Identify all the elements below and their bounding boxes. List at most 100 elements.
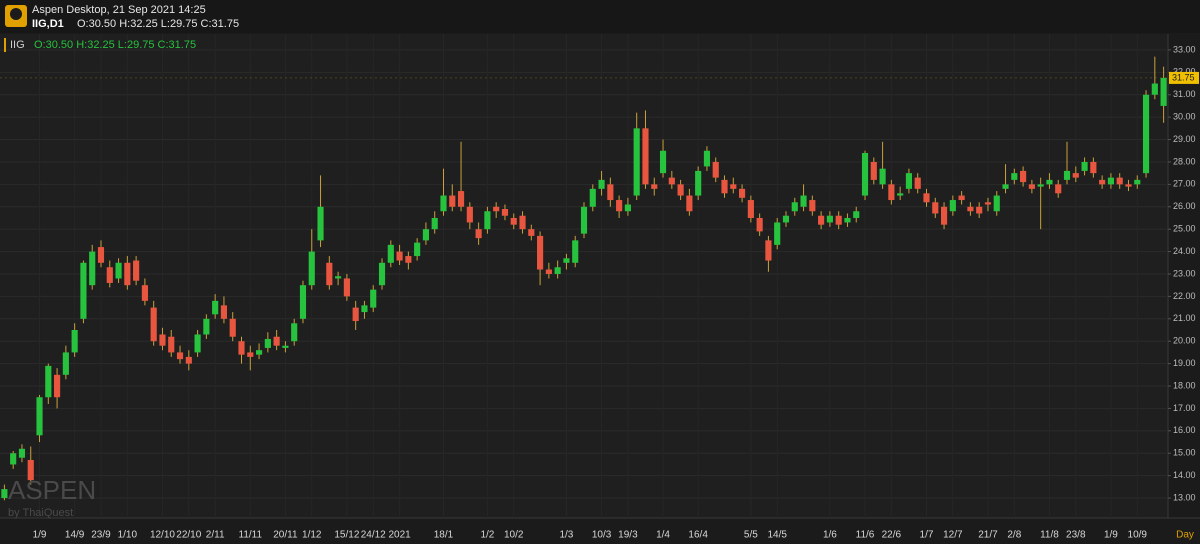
- x-tick-label: 11/8: [1040, 530, 1059, 541]
- current-price-box: [1169, 71, 1199, 84]
- candle-body: [238, 341, 245, 355]
- watermark-subtitle: by ThaiQuest: [8, 507, 73, 519]
- candle-body: [71, 330, 78, 353]
- y-tick-label: 20.00: [1173, 336, 1196, 346]
- y-tick-label: 28.00: [1173, 156, 1196, 166]
- x-tick-label: 1/12: [302, 530, 322, 541]
- candle-body: [378, 262, 386, 286]
- y-tick-label: 33.00: [1173, 44, 1196, 54]
- candle-body: [1055, 184, 1062, 194]
- y-tick-label: 16.00: [1173, 425, 1196, 435]
- y-tick-label: 13.00: [1173, 492, 1196, 502]
- candle-body: [97, 247, 105, 263]
- y-tick-label: 29.00: [1173, 134, 1196, 144]
- grid: [0, 34, 1168, 518]
- x-tick-label: 19/3: [618, 530, 638, 541]
- candle-body: [475, 229, 482, 239]
- candle-body: [1028, 184, 1035, 189]
- candle-body: [633, 128, 640, 196]
- header-bar: [0, 0, 1200, 33]
- x-tick-label: 23/8: [1066, 530, 1086, 541]
- x-tick-label: 21/7: [978, 530, 998, 541]
- candle-body: [62, 352, 69, 375]
- candle-body: [361, 305, 368, 313]
- x-tick-label: 10/3: [592, 530, 612, 541]
- candle-body: [36, 397, 43, 436]
- candle-body: [1, 489, 8, 499]
- candle-body: [335, 276, 342, 279]
- candle-body: [1011, 173, 1018, 180]
- candle-body: [168, 336, 175, 353]
- x-tick-label: 18/1: [434, 530, 454, 541]
- candle-body: [897, 193, 904, 196]
- candle-body: [264, 338, 271, 348]
- app-logo-mark: [10, 8, 22, 20]
- y-tick-label: 24.00: [1173, 246, 1196, 256]
- x-tick-label: 1/10: [118, 530, 138, 541]
- candle-body: [80, 262, 87, 319]
- candle-body: [1046, 179, 1053, 185]
- candle-body: [18, 448, 26, 458]
- candle-body: [291, 323, 298, 342]
- candle-body: [457, 191, 465, 207]
- candle-body: [537, 235, 544, 270]
- x-tick-label: 15/12: [334, 530, 359, 541]
- candle-body: [721, 179, 728, 194]
- y-tick-label: 32.00: [1173, 67, 1196, 77]
- candle-body: [949, 200, 956, 212]
- candle-body: [914, 177, 921, 189]
- candle-body: [326, 262, 333, 286]
- candle-body: [879, 168, 886, 185]
- x-axis-label: Day: [1176, 530, 1194, 541]
- candle-body: [1160, 77, 1167, 106]
- axis-labels: 13.00 14.00 15.00 16.00 17.00 18.00 19.00 20.00…: [0, 44, 1199, 541]
- candle-body: [677, 184, 684, 196]
- candle-body: [545, 269, 552, 274]
- x-tick-label: 2/11: [206, 530, 225, 541]
- x-tick-label: 10/2: [504, 530, 524, 541]
- candle-body: [958, 195, 965, 201]
- x-tick-label: 23/9: [91, 530, 111, 541]
- candle-body: [176, 352, 184, 360]
- candle-body: [1063, 170, 1071, 180]
- candle-body: [607, 184, 614, 201]
- candle-body: [45, 365, 52, 398]
- candle-body: [10, 453, 17, 465]
- candle-body: [642, 128, 649, 185]
- candle-body: [580, 206, 588, 234]
- x-tick-label: 1/4: [656, 530, 670, 541]
- candle-body: [1037, 184, 1044, 187]
- x-tick-label: 24/12: [361, 530, 386, 541]
- candle-body: [932, 202, 939, 214]
- candle-body: [124, 262, 131, 286]
- candle-body: [308, 251, 315, 286]
- candle-body: [220, 305, 228, 319]
- candle-body: [255, 350, 263, 355]
- x-tick-label: 1/7: [920, 530, 934, 541]
- candle-body: [1072, 173, 1079, 178]
- x-tick-label: 1/9: [33, 530, 47, 541]
- y-tick-label: 27.00: [1173, 179, 1196, 189]
- candle-body: [976, 206, 983, 214]
- candle-body: [431, 217, 438, 230]
- candle-body: [818, 215, 825, 225]
- candle-body: [598, 179, 605, 189]
- candle-body: [1116, 177, 1123, 185]
- candle-body: [940, 206, 948, 225]
- candle-body: [853, 211, 860, 218]
- legend-ohlc: O:30.50 H:32.25 L:29.75 C:31.75: [34, 39, 196, 51]
- candle-body: [800, 195, 807, 207]
- candle-body: [203, 318, 210, 335]
- candle-body: [185, 356, 192, 364]
- x-tick-label: 14/9: [65, 530, 85, 541]
- candle-body: [370, 289, 377, 308]
- candle-body: [695, 170, 702, 196]
- y-tick-label: 23.00: [1173, 268, 1196, 278]
- candle-body: [273, 336, 280, 346]
- x-tick-label: 1/9: [1104, 530, 1118, 541]
- candle-body: [194, 334, 201, 353]
- x-tick-label: 1/2: [480, 530, 494, 541]
- x-tick-label: 20/11: [273, 530, 298, 541]
